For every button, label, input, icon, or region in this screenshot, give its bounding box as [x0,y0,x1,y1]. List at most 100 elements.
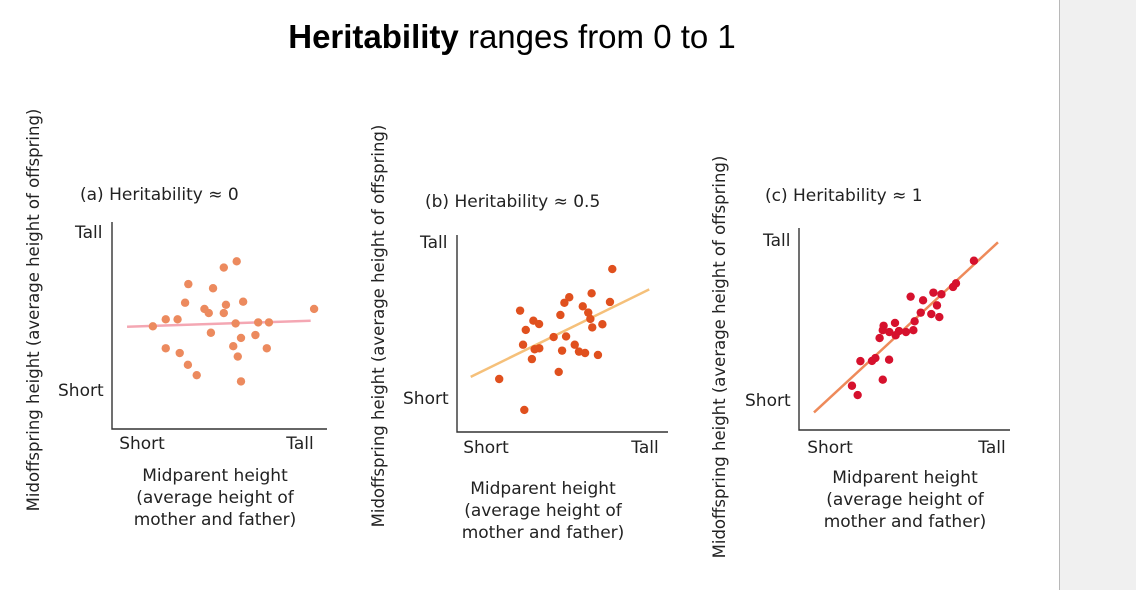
data-point [208,284,218,293]
data-point [233,352,242,361]
data-point [561,332,571,341]
data-point [875,333,884,343]
x-axis-label: mother and father) [824,512,987,532]
y-tick-short: Short [58,381,104,401]
data-point [927,309,936,319]
data-point [847,381,857,390]
data-point [929,288,938,297]
data-point [554,367,563,377]
data-point [262,344,271,353]
x-axis-label: Midparent height [470,479,616,499]
trend-line [470,288,650,378]
data-point [906,292,915,301]
axes [456,235,668,433]
slide-title: Heritability ranges from 0 to 1 [288,18,736,55]
data-point [948,282,958,292]
data-point [183,360,193,370]
data-point [521,325,530,335]
data-point [885,327,894,337]
data-point [148,322,158,331]
data-point [910,317,919,326]
data-point [219,263,228,272]
data-point [608,264,617,274]
data-point [909,326,918,335]
data-point [570,340,579,349]
chart-a: (a) Heritability ≈ 0 Tall Short Short Tall Mi… [24,109,327,530]
data-point [580,348,590,358]
x-axis-label: Midparent height [142,466,288,486]
x-tick-short: Short [463,438,509,458]
data-point [180,298,190,307]
data-point [221,300,231,309]
data-point [856,356,865,366]
data-point [238,297,248,306]
data-point [204,308,213,318]
trend-line [127,319,311,328]
data-point [206,328,216,337]
chart-title: (c) Heritability ≈ 1 [765,186,923,206]
data-point [587,289,596,298]
data-point [932,301,942,310]
data-point [867,356,877,366]
axes [111,222,327,430]
data-point [605,297,615,307]
data-point [309,304,319,314]
data-point [173,315,182,324]
data-point [184,279,193,289]
x-tick-tall: Tall [285,434,313,454]
data-point [549,332,558,342]
trend-line [813,241,999,414]
data-point [560,298,569,307]
data-point [584,308,593,317]
x-axis-label: Midparent height [832,468,978,488]
data-point [586,314,595,324]
data-point [878,375,887,384]
data-point [161,344,170,353]
data-point [556,310,565,320]
data-point [884,355,894,364]
data-point [918,296,928,305]
data-point [236,377,246,386]
data-point [557,346,567,355]
title-bold: Heritability [288,18,459,55]
data-point [520,405,529,415]
data-point [937,290,946,299]
y-tick-short: Short [403,389,449,409]
data-point [535,344,544,353]
chart-b: (b) Heritability ≈ 0.5 Tall Short Short Tall… [369,125,668,543]
y-tick-tall: Tall [419,233,447,253]
data-point [175,348,184,358]
data-point [251,330,260,340]
data-point [534,319,544,329]
x-tick-short: Short [119,434,165,454]
data-point [578,302,587,311]
data-point [598,320,607,329]
y-tick-tall: Tall [74,223,102,243]
data-point [254,318,263,327]
data-point [229,342,238,351]
x-axis-label: (average height of [136,488,295,508]
y-axis-label: Midoffspring height (average height of o… [710,156,729,559]
data-point [232,257,241,266]
y-tick-short: Short [745,391,791,411]
x-axis-label: (average height of [826,490,985,510]
y-tick-tall: Tall [762,231,790,251]
x-axis-label: mother and father) [134,510,297,530]
data-point [264,318,274,327]
data-point [901,327,911,337]
x-axis-label: mother and father) [462,523,625,543]
x-axis-label: (average height of [464,501,623,521]
data-point [588,323,597,332]
data-point [231,319,240,328]
title-rest: ranges from 0 to 1 [459,18,736,55]
data-point [518,340,528,349]
data-point [527,354,537,364]
data-point [853,390,862,400]
x-tick-short: Short [807,438,853,458]
side-panel [1059,0,1136,590]
axes [798,228,1010,431]
chart-title: (b) Heritability ≈ 0.5 [425,192,600,212]
y-axis-label: Midoffspring height (average height of o… [24,109,43,512]
data-point [593,350,603,360]
